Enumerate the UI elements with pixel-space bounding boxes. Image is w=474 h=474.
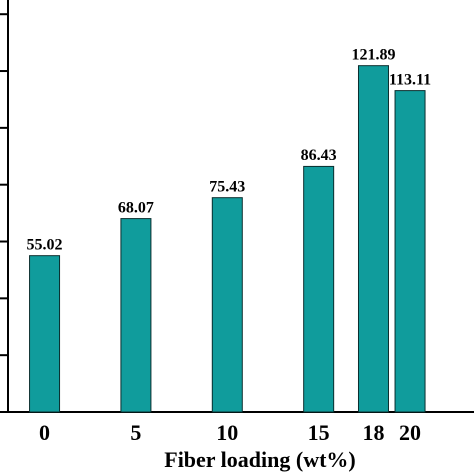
x-tick-label: 5 — [130, 420, 141, 445]
bar — [394, 90, 426, 413]
value-label: 113.11 — [389, 71, 431, 88]
value-label: 68.07 — [118, 199, 154, 216]
bar — [303, 165, 335, 413]
value-label: 86.43 — [301, 147, 337, 164]
x-tick-label: 18 — [362, 420, 384, 445]
x-tick-label: 0 — [39, 420, 50, 445]
x-tick-label: 10 — [216, 420, 238, 445]
x-tick-label: 15 — [308, 420, 330, 445]
value-label: 121.89 — [351, 46, 395, 63]
bar — [357, 65, 389, 413]
value-label: 55.02 — [27, 236, 63, 253]
bar — [29, 255, 61, 413]
x-tick-label: 20 — [399, 420, 421, 445]
bar — [120, 218, 152, 413]
bar — [211, 197, 243, 413]
value-label: 75.43 — [209, 178, 245, 195]
x-axis-label: Fiber loading (wt%) — [164, 447, 355, 472]
